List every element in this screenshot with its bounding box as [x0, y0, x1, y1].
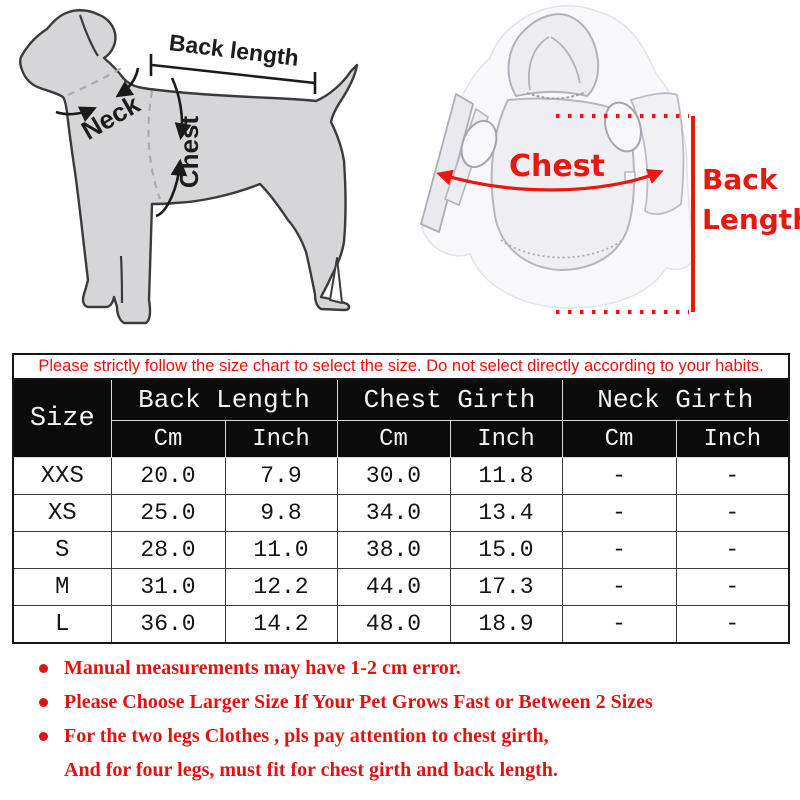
coat-right-flap	[629, 92, 685, 215]
table-row: L 36.0 14.2 48.0 18.9 - -	[12, 605, 790, 644]
cell-value: 25.0	[110, 494, 226, 532]
column-header-size: Size	[12, 378, 112, 458]
chest-arrow-top	[170, 77, 192, 141]
note-text: Manual measurements may have 1-2 cm erro…	[64, 657, 461, 679]
table-row: XXS 20.0 7.9 30.0 11.8 - -	[12, 457, 790, 495]
back-length-label: Back length	[168, 29, 301, 71]
cell-value: 30.0	[336, 457, 451, 495]
chest-measure-arrow	[436, 169, 664, 192]
coat-hood-opening-right	[550, 36, 581, 84]
unit-header-row: Cm Inch Cm Inch Cm Inch	[13, 420, 790, 458]
chest-arrow-bottom	[155, 158, 188, 218]
cell-value: -	[561, 457, 677, 495]
dog-ear-line	[78, 14, 99, 57]
note-item: For the two legs Clothes , pls pay atten…	[36, 724, 776, 748]
cell-value: -	[675, 494, 790, 532]
size-label: XXS	[12, 457, 112, 495]
column-header-back-length: Back Length	[110, 378, 338, 421]
chest-dashed-line	[147, 90, 162, 200]
note-item-continuation: And for four legs, must fit for chest gi…	[36, 758, 776, 782]
unit-header-chest-cm: Cm	[336, 420, 451, 458]
table-row: XS 25.0 9.8 34.0 13.4 - -	[12, 494, 790, 532]
unit-header-chest-inch: Inch	[449, 420, 563, 458]
note-item: Please Choose Larger Size If Your Pet Gr…	[36, 690, 776, 714]
cell-value: -	[561, 531, 677, 569]
size-label: M	[12, 568, 112, 606]
cell-value: 13.4	[449, 494, 563, 532]
bullet-icon	[39, 698, 48, 707]
size-label: XS	[12, 494, 112, 532]
cell-value: 36.0	[110, 605, 226, 644]
cell-value: -	[675, 457, 790, 495]
coat-strap-outer	[420, 93, 474, 233]
size-chart-notice: Please strictly follow the size chart to…	[12, 353, 790, 380]
note-text: Please Choose Larger Size If Your Pet Gr…	[64, 691, 653, 713]
bullet-icon	[39, 732, 48, 741]
cell-value: 44.0	[336, 568, 451, 606]
cell-value: 12.2	[224, 568, 338, 606]
back-length-measure-line	[149, 54, 317, 94]
chest-label: Chest	[174, 116, 204, 189]
cell-value: 11.8	[449, 457, 563, 495]
cell-value: 17.3	[449, 568, 563, 606]
notes-list: Manual measurements may have 1-2 cm erro…	[36, 656, 776, 792]
coat-leg-hole-right	[604, 101, 642, 153]
cell-value: 14.2	[224, 605, 338, 644]
coat-hood-opening-left	[528, 36, 550, 91]
table-row: M 31.0 12.2 44.0 17.3 - -	[12, 568, 790, 606]
unit-header-neck-cm: Cm	[561, 420, 677, 458]
note-text: For the two legs Clothes , pls pay atten…	[64, 725, 549, 747]
cell-value: 48.0	[336, 605, 451, 644]
raincoat-diagram: Chest Back Length	[420, 4, 800, 315]
coat-back-label-line2: Length	[702, 203, 800, 236]
unit-header-back-inch: Inch	[224, 420, 338, 458]
cell-value: 15.0	[449, 531, 563, 569]
unit-header-back-cm: Cm	[110, 420, 226, 458]
dog-measurement-diagram: Back length Neck Chest	[19, 9, 359, 325]
size-chart-table: Please strictly follow the size chart to…	[12, 353, 791, 644]
group-header-row: Size Back Length Chest Girth Neck Girth	[12, 378, 790, 458]
coat-back-label-line1: Back	[702, 163, 779, 196]
size-label: L	[12, 605, 112, 644]
neck-arrow-left	[55, 106, 97, 122]
cell-value: 18.9	[449, 605, 563, 644]
column-header-neck-girth: Neck Girth	[561, 378, 790, 421]
column-header-chest-girth: Chest Girth	[336, 378, 563, 421]
cell-value: -	[675, 568, 790, 606]
coat-leg-hole-left	[460, 119, 498, 169]
bullet-icon	[39, 664, 48, 673]
cell-value: 20.0	[110, 457, 226, 495]
cell-value: -	[561, 568, 677, 606]
dog-rear-paw-notch	[329, 257, 343, 304]
cell-value: 28.0	[110, 531, 226, 569]
note-item: Manual measurements may have 1-2 cm erro…	[36, 656, 776, 680]
neck-arrow-right	[115, 67, 140, 98]
cell-value: -	[675, 605, 790, 644]
cell-value: -	[561, 605, 677, 644]
cell-value: 7.9	[224, 457, 338, 495]
cell-value: 9.8	[224, 494, 338, 532]
coat-hood-drawstring	[526, 91, 587, 100]
notice-row: Please strictly follow the size chart to…	[12, 353, 790, 380]
cell-value: 34.0	[336, 494, 451, 532]
coat-hem-stitch	[500, 238, 625, 259]
cell-value: 31.0	[110, 568, 226, 606]
note-text: And for four legs, must fit for chest gi…	[64, 759, 558, 781]
coat-chest-label: Chest	[509, 149, 605, 184]
cell-value: 38.0	[336, 531, 451, 569]
cell-value: -	[675, 531, 790, 569]
cell-value: 11.0	[224, 531, 338, 569]
dog-front-leg-split	[119, 255, 124, 304]
unit-header-neck-inch: Inch	[675, 420, 790, 458]
cell-value: -	[561, 494, 677, 532]
neck-dashed-line	[67, 64, 127, 96]
table-row: S 28.0 11.0 38.0 15.0 - -	[12, 531, 790, 569]
size-label: S	[12, 531, 112, 569]
bullet-spacer	[39, 766, 48, 775]
